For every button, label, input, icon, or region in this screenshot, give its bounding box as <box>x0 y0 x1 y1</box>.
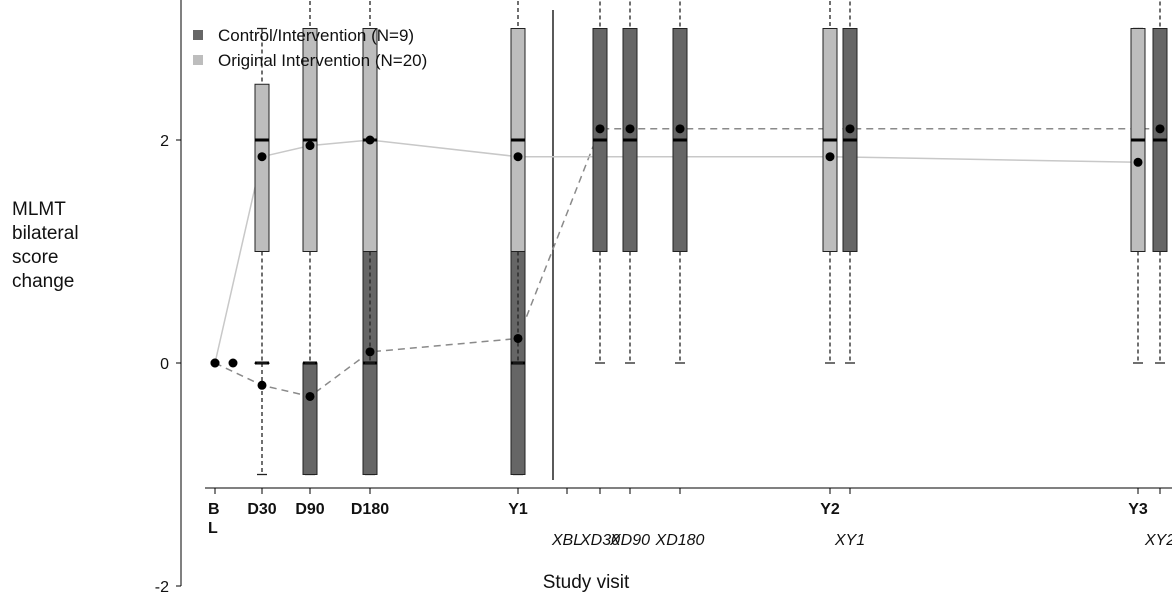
legend-label: Original Intervention (N=20) <box>218 51 427 70</box>
x-secondary-tick-label: XY2 <box>1144 532 1172 549</box>
legend-label: Control/Intervention (N=9) <box>218 26 414 45</box>
x-tick-label: D180 <box>351 501 389 518</box>
y-axis-label-line: change <box>12 271 75 292</box>
y-tick-label: 2 <box>160 133 169 150</box>
x-tick-label: L <box>208 520 218 537</box>
legend-swatch <box>193 55 203 65</box>
y-tick-label: -2 <box>155 579 169 596</box>
y-tick-label: 0 <box>160 356 169 373</box>
mean-point <box>625 124 635 134</box>
x-secondary-tick-label: XY1 <box>834 532 865 549</box>
box-body <box>254 83 270 252</box>
x-tick-label: Y3 <box>1128 501 1148 518</box>
y-axis-label: MLMT bilateral score change <box>12 198 102 294</box>
box-body <box>302 362 318 475</box>
mean-point <box>210 358 220 368</box>
series-mean-line <box>214 128 1160 398</box>
mean-point <box>513 333 523 343</box>
mean-point <box>257 380 267 390</box>
y-axis-label-line: MLMT <box>12 199 66 220</box>
x-tick-label: Y2 <box>820 501 840 518</box>
mean-point <box>305 141 315 151</box>
y-axis-label-line: bilateral <box>12 223 79 244</box>
mean-point <box>365 347 375 357</box>
mean-point <box>825 152 835 162</box>
mean-point <box>675 124 685 134</box>
x-axis-label: Study visit <box>542 572 630 593</box>
x-tick-label: D30 <box>247 501 276 518</box>
x-tick-label: B <box>208 501 220 518</box>
x-secondary-tick-label: XD180 <box>655 532 705 549</box>
mean-point <box>845 124 855 134</box>
mean-point <box>513 152 523 162</box>
mean-point <box>257 152 267 162</box>
mean-point <box>1155 124 1165 134</box>
x-secondary-tick-label: XBL <box>551 532 582 549</box>
x-secondary-tick-label: XD30 <box>579 532 620 549</box>
y-axis-label-line: score <box>12 247 59 268</box>
mean-point <box>365 135 375 145</box>
x-secondary-tick-label: XD90 <box>609 532 650 549</box>
mean-point <box>228 358 238 368</box>
mean-point <box>1133 157 1143 167</box>
mean-point <box>305 391 315 401</box>
x-tick-label: D90 <box>295 501 324 518</box>
mean-point <box>595 124 605 134</box>
x-tick-label: Y1 <box>508 501 528 518</box>
legend-swatch <box>193 30 203 40</box>
